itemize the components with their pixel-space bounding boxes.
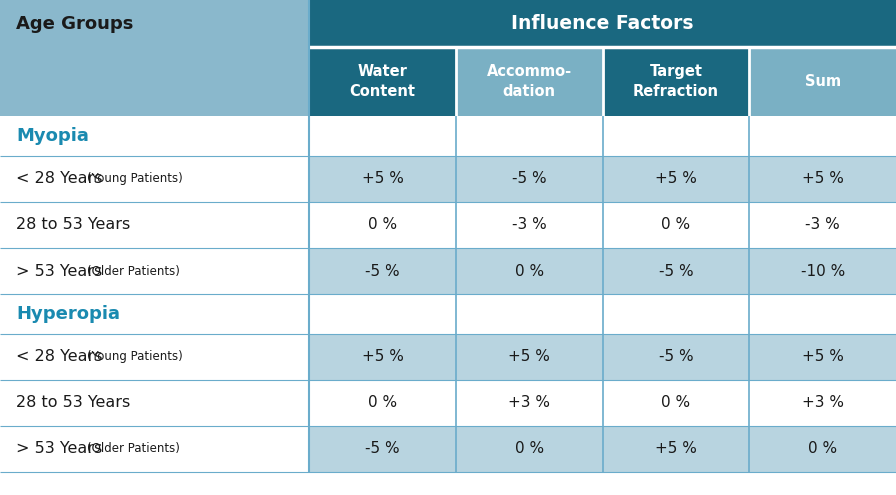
Text: -5 %: -5 % [366, 263, 400, 279]
Bar [602, 334, 749, 380]
Text: -3 %: -3 % [806, 217, 840, 233]
Text: 28 to 53 Years: 28 to 53 Years [16, 217, 131, 233]
Text: -10 %: -10 % [800, 263, 845, 279]
Bar [0, 380, 309, 426]
Bar [749, 334, 896, 380]
Text: +5 %: +5 % [508, 349, 550, 364]
Bar [309, 248, 456, 294]
Text: +3 %: +3 % [508, 395, 550, 410]
Bar [456, 47, 603, 116]
Text: +5 %: +5 % [362, 349, 403, 364]
Bar [456, 380, 603, 426]
Bar [602, 47, 749, 116]
Bar [456, 294, 603, 334]
Text: Age Groups: Age Groups [16, 14, 134, 33]
Text: +3 %: +3 % [802, 395, 844, 410]
Bar [602, 116, 749, 156]
Text: +5 %: +5 % [362, 171, 403, 187]
Bar [749, 248, 896, 294]
Text: -5 %: -5 % [366, 441, 400, 456]
Bar [602, 380, 749, 426]
Bar [602, 202, 749, 248]
Text: -3 %: -3 % [512, 217, 547, 233]
Text: Target
Refraction: Target Refraction [633, 64, 719, 99]
Text: > 53 Years: > 53 Years [16, 441, 108, 456]
Bar [749, 156, 896, 202]
Bar [749, 426, 896, 472]
Text: Hyperopia: Hyperopia [16, 305, 120, 323]
Bar [309, 202, 456, 248]
Text: 0 %: 0 % [514, 441, 544, 456]
Bar [309, 426, 456, 472]
Bar [456, 202, 603, 248]
Text: (Older Patients): (Older Patients) [87, 442, 180, 455]
Bar [0, 116, 309, 156]
Text: (Older Patients): (Older Patients) [87, 264, 180, 278]
Bar [749, 47, 896, 116]
Text: Sum: Sum [805, 74, 840, 89]
Text: +5 %: +5 % [802, 171, 843, 187]
Bar [309, 47, 456, 116]
Bar [0, 47, 309, 116]
Bar [0, 294, 309, 334]
Bar [602, 156, 749, 202]
Text: +5 %: +5 % [802, 349, 843, 364]
Bar [309, 334, 456, 380]
Text: Water
Content: Water Content [349, 64, 416, 99]
Bar [0, 426, 309, 472]
Bar [0, 0, 309, 47]
Text: -5 %: -5 % [659, 349, 694, 364]
Bar [309, 156, 456, 202]
Text: -5 %: -5 % [659, 263, 694, 279]
Bar [749, 380, 896, 426]
Text: 0 %: 0 % [661, 395, 691, 410]
Text: 0 %: 0 % [368, 217, 397, 233]
Text: < 28 Years: < 28 Years [16, 349, 108, 364]
Bar [602, 294, 749, 334]
Bar [309, 0, 896, 47]
Text: < 28 Years: < 28 Years [16, 171, 108, 187]
Bar [456, 116, 603, 156]
Text: 0 %: 0 % [514, 263, 544, 279]
Text: -5 %: -5 % [512, 171, 547, 187]
Text: > 53 Years: > 53 Years [16, 263, 108, 279]
Bar [602, 426, 749, 472]
Bar [0, 334, 309, 380]
Bar [456, 156, 603, 202]
Bar [0, 248, 309, 294]
Text: Influence Factors: Influence Factors [512, 14, 694, 33]
Text: 0 %: 0 % [661, 217, 691, 233]
Text: (Young Patients): (Young Patients) [87, 350, 183, 363]
Bar [749, 116, 896, 156]
Bar [456, 426, 603, 472]
Text: Accommo-
dation: Accommo- dation [487, 64, 572, 99]
Text: 28 to 53 Years: 28 to 53 Years [16, 395, 131, 410]
Bar [456, 334, 603, 380]
Bar [602, 248, 749, 294]
Bar [309, 380, 456, 426]
Text: +5 %: +5 % [655, 171, 697, 187]
Text: Myopia: Myopia [16, 127, 89, 145]
Bar [0, 202, 309, 248]
Bar [456, 248, 603, 294]
Bar [749, 202, 896, 248]
Bar [749, 294, 896, 334]
Bar [309, 294, 456, 334]
Bar [0, 156, 309, 202]
Bar [309, 116, 456, 156]
Text: +5 %: +5 % [655, 441, 697, 456]
Text: 0 %: 0 % [368, 395, 397, 410]
Text: (Young Patients): (Young Patients) [87, 172, 183, 186]
Text: 0 %: 0 % [808, 441, 837, 456]
